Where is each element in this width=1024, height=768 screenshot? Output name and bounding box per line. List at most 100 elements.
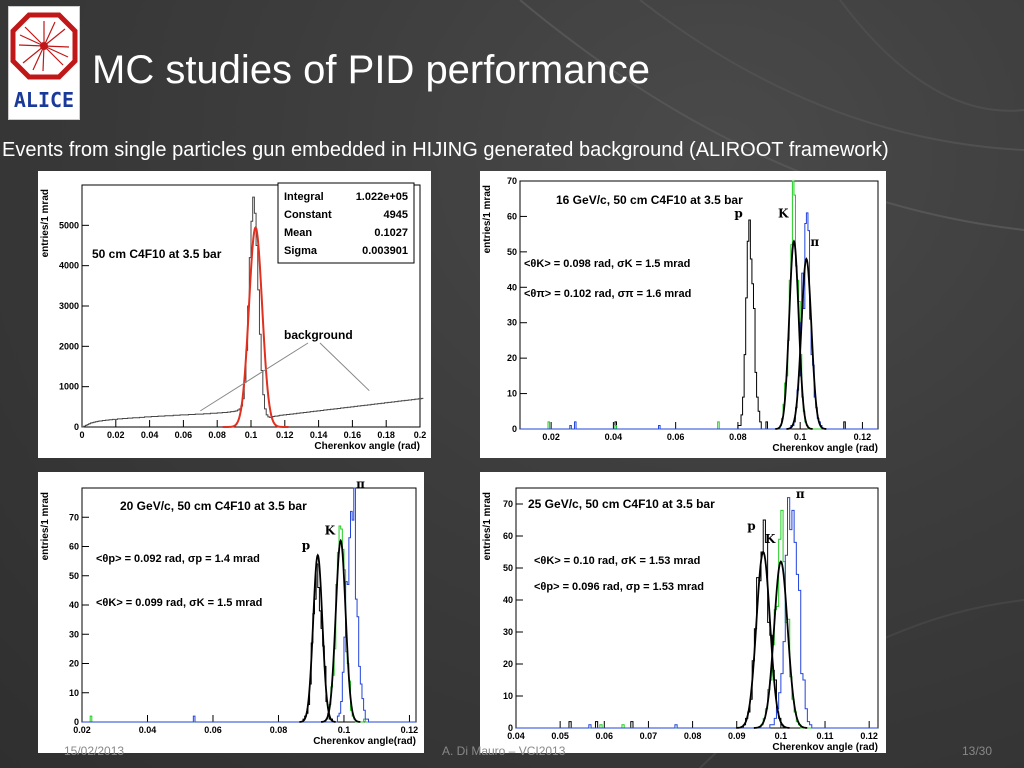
particle-label: K — [765, 532, 776, 546]
slide-title: MC studies of PID performance — [92, 48, 650, 92]
gauss-fit-3 — [736, 550, 790, 729]
x-tick-label: 0.06 — [667, 432, 685, 442]
x-tick-label: 0.1 — [794, 432, 807, 442]
particle-label: π — [796, 487, 805, 501]
x-tick-label: 0.07 — [640, 731, 658, 741]
annotation-text: <θp> = 0.096 rad, σp = 1.53 mrad — [534, 581, 704, 593]
x-tick-label: 0.09 — [728, 731, 746, 741]
y-tick-label: 20 — [503, 659, 513, 669]
y-tick-label: 0 — [74, 717, 79, 727]
x-tick-label: 0.11 — [817, 731, 834, 741]
x-axis-label: Cherenkov angle (rad) — [772, 443, 878, 454]
histogram-series — [82, 196, 424, 428]
stats-value: 4945 — [384, 209, 408, 221]
particle-label: p — [734, 207, 742, 221]
stats-value: 0.1027 — [374, 227, 408, 239]
y-tick-label: 5000 — [59, 220, 79, 230]
plot-frame — [515, 487, 879, 729]
annotation-text: <θK> = 0.098 rad, σK = 1.5 mrad — [524, 258, 690, 270]
x-tick-label: 0.04 — [605, 432, 623, 442]
x-tick-label: 0.08 — [270, 725, 288, 735]
x-tick-label: 0.12 — [860, 731, 878, 741]
histogram-2 — [516, 497, 878, 729]
y-tick-label: 50 — [69, 571, 79, 581]
x-tick-label: 0.14 — [310, 430, 328, 440]
plot-frame — [519, 180, 879, 430]
stats-value: 1.022e+05 — [356, 191, 408, 203]
gauss-fit-4 — [320, 538, 361, 723]
y-tick-label: 10 — [69, 688, 79, 698]
y-tick-label: 70 — [69, 512, 79, 522]
histogram-2 — [82, 487, 416, 723]
particle-label: π — [356, 477, 365, 491]
gauss-fit-3 — [775, 239, 813, 430]
particle-label: K — [325, 524, 336, 538]
particle-label: K — [778, 207, 789, 221]
chart-3-svg: 0.04 0.05 0.06 0.07 0.08 0.09 0.1 0.11 0.12 0 10 20… — [482, 487, 879, 753]
annotation-text: <θK> = 0.10 rad, σK = 1.53 mrad — [534, 555, 700, 567]
y-tick-label: 0 — [508, 723, 513, 733]
y-tick-label: 40 — [69, 600, 79, 610]
chart-2-svg: 0.02 0.04 0.06 0.08 0.1 0.12 0 10 20 30 40 50 60 70 Ch… — [40, 477, 419, 747]
particle-label: p — [747, 519, 755, 533]
x-tick-label: 0.16 — [344, 430, 362, 440]
gauss-fit-4 — [786, 257, 827, 430]
y-axis-label: entries/1 mrad — [40, 492, 51, 560]
y-tick-label: 30 — [507, 318, 517, 328]
x-tick-label: 0.08 — [729, 432, 747, 442]
x-tick-label: 0.04 — [139, 725, 157, 735]
y-tick-label: 50 — [503, 563, 513, 573]
gauss-fit-3 — [299, 553, 336, 723]
x-tick-label: 0.02 — [73, 725, 91, 735]
chart-panel-3: 0.02 0.04 0.06 0.08 0.1 0.12 0 10 20 30 40 50 60 70 Ch… — [38, 472, 424, 753]
y-axis-label: entries/1 mrad — [482, 492, 493, 560]
particle-label: p — [302, 538, 310, 552]
gauss-fit-4 — [753, 560, 808, 729]
annotation-text: <θπ> = 0.102 rad, σπ = 1.6 mrad — [524, 288, 691, 300]
stats-label: Integral — [284, 191, 324, 203]
chart-panel-1: 0 0.02 0.04 0.06 0.08 0.1 0.12 0.14 0.16 0.18 0.2 0… — [38, 171, 431, 458]
stats-label: Constant — [284, 209, 332, 221]
y-tick-label: 10 — [503, 691, 513, 701]
y-axis-label: entries/1 mrad — [482, 185, 493, 253]
y-tick-label: 40 — [507, 282, 517, 292]
annotation-text: <θp> = 0.092 rad, σp = 1.4 mrad — [96, 553, 260, 565]
chart-panel-2: 0.02 0.04 0.06 0.08 0.1 0.12 0 10 20 30 40 50 60 70 Ch… — [480, 171, 886, 458]
y-tick-label: 3000 — [59, 301, 79, 311]
chart-panel-4: 0.04 0.05 0.06 0.07 0.08 0.09 0.1 0.11 0.12 0 10 20… — [480, 472, 886, 753]
x-tick-label: 0.04 — [141, 430, 159, 440]
footer-page: 13/30 — [962, 744, 993, 758]
stats-label: Sigma — [284, 245, 318, 257]
particle-label: π — [810, 235, 819, 249]
x-tick-label: 0.12 — [401, 725, 419, 735]
y-tick-label: 2000 — [59, 341, 79, 351]
gauss-fit-line — [222, 226, 289, 428]
logo-text: ALICE — [14, 88, 74, 112]
x-axis-label: Cherenkov angle (rad) — [314, 441, 420, 452]
alice-logo-graphic: ALICE — [10, 12, 78, 112]
x-tick-label: 0.1 — [775, 731, 788, 741]
footer-date: 15/02/2013 — [64, 744, 125, 758]
y-tick-label: 20 — [507, 353, 517, 363]
y-tick-label: 40 — [503, 595, 513, 605]
y-tick-label: 10 — [507, 389, 517, 399]
x-tick-label: 0.02 — [542, 432, 560, 442]
background-annotation: background — [284, 328, 353, 342]
x-axis-label: Cherenkov angle(rad) — [313, 736, 416, 747]
x-tick-label: 0.05 — [551, 731, 569, 741]
y-tick-label: 1000 — [59, 382, 79, 392]
y-tick-label: 30 — [69, 629, 79, 639]
x-tick-label: 0 — [79, 430, 84, 440]
x-tick-label: 0.1 — [245, 430, 258, 440]
x-tick-label: 0.04 — [507, 731, 525, 741]
y-tick-label: 30 — [503, 627, 513, 637]
x-tick-label: 0.06 — [175, 430, 193, 440]
footer-author: A. Di Mauro – VCI2013 — [442, 744, 566, 758]
y-tick-label: 4000 — [59, 261, 79, 271]
x-tick-label: 0.06 — [596, 731, 614, 741]
x-tick-label: 0.12 — [854, 432, 872, 442]
x-tick-label: 0.06 — [204, 725, 222, 735]
x-tick-label: 0.18 — [377, 430, 395, 440]
y-axis-label: entries/1 mrad — [40, 189, 51, 257]
stats-box — [277, 182, 415, 264]
